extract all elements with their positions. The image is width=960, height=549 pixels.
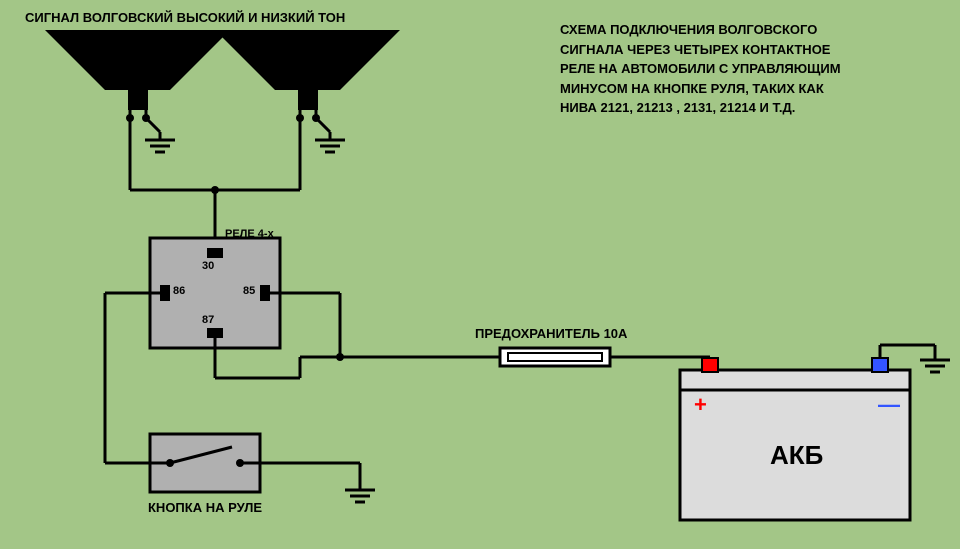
horn-low-tone <box>215 30 400 122</box>
ground-horn1 <box>145 118 175 152</box>
steering-wheel-button <box>150 434 260 492</box>
relay <box>150 238 280 348</box>
pin30-label: 30 <box>202 260 214 272</box>
battery <box>680 358 910 520</box>
wire-fuse-to-battery <box>610 357 710 370</box>
wire-button-ground <box>260 463 375 502</box>
pin86-label: 86 <box>173 285 185 297</box>
wire-horns-to-relay <box>130 118 300 238</box>
ground-horn2 <box>315 118 345 152</box>
minus-label: — <box>878 392 900 418</box>
fuse-label: ПРЕДОХРАНИТЕЛЬ 10А <box>475 326 627 341</box>
title-label: СИГНАЛ ВОЛГОВСКИЙ ВЫСОКИЙ И НИЗКИЙ ТОН <box>25 10 345 25</box>
button-label: КНОПКА НА РУЛЕ <box>148 500 262 515</box>
plus-label: + <box>694 392 707 418</box>
fuse <box>500 348 610 366</box>
wire-battery-ground <box>880 345 950 372</box>
pin85-label: 85 <box>243 285 255 297</box>
battery-label: АКБ <box>770 440 823 471</box>
description-label: СХЕМА ПОДКЛЮЧЕНИЯ ВОЛГОВСКОГО СИГНАЛА ЧЕ… <box>560 20 841 118</box>
relay-label: РЕЛЕ 4-х <box>225 228 274 240</box>
pin87-label: 87 <box>202 314 214 326</box>
horn-high-tone <box>45 30 230 122</box>
